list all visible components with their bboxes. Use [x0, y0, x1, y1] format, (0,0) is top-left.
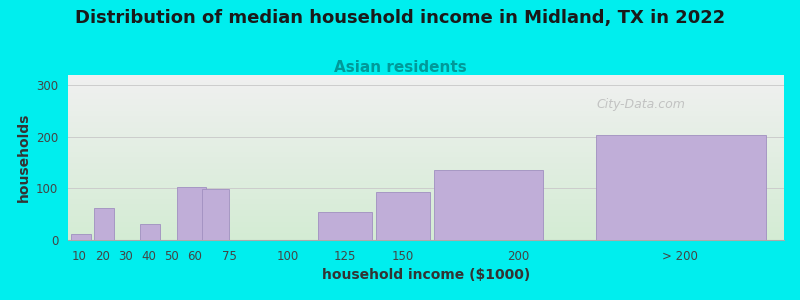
Bar	[70, 234, 91, 240]
Bar	[376, 192, 430, 240]
Text: City-Data.com: City-Data.com	[596, 98, 686, 111]
X-axis label: household income ($1000): household income ($1000)	[322, 268, 530, 282]
Bar	[318, 212, 372, 240]
Bar	[140, 224, 160, 240]
Y-axis label: households: households	[17, 113, 30, 202]
Bar	[177, 187, 206, 240]
Bar	[434, 170, 542, 240]
Text: Distribution of median household income in Midland, TX in 2022: Distribution of median household income …	[75, 9, 725, 27]
Bar	[94, 208, 114, 240]
Bar	[202, 190, 230, 240]
Text: Asian residents: Asian residents	[334, 60, 466, 75]
Bar	[596, 135, 766, 240]
